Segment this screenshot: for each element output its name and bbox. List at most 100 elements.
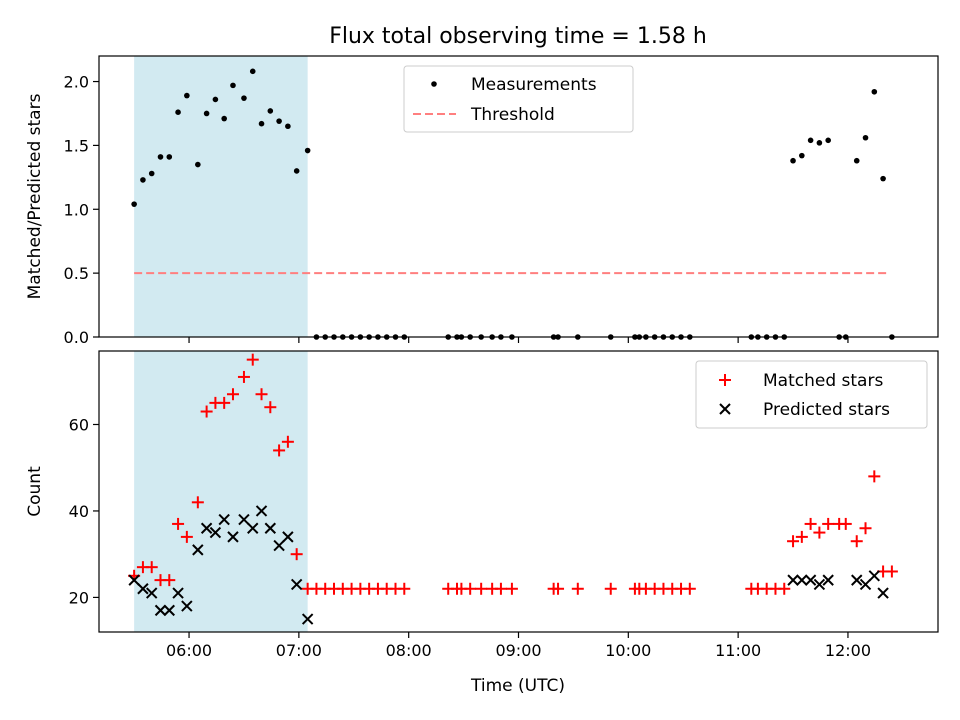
bottom-x-ticks: 06:00 07:00 08:00 09:00 10:00 11:00 12:00 — [166, 632, 871, 660]
bottom-y-axis-label: Count — [25, 466, 45, 517]
y-tick-label: 0.0 — [64, 328, 89, 347]
matched-star-point — [290, 548, 303, 561]
matched-star-point — [868, 470, 881, 483]
observing-span-shade-bottom — [134, 351, 308, 632]
measurement-point — [241, 95, 247, 101]
predicted-star-point — [859, 578, 872, 591]
predicted-star-point — [264, 522, 277, 534]
y-tick-label: 60 — [69, 415, 89, 434]
bottom-legend-box — [695, 360, 928, 429]
predicted-star-point — [200, 522, 213, 534]
matched-star-point — [822, 517, 835, 530]
x-tick-label: 12:00 — [825, 641, 871, 660]
matched-star-point — [778, 582, 791, 595]
matched-star-point — [163, 574, 176, 587]
measurement-point — [276, 118, 282, 124]
predicted-star-point — [290, 578, 303, 591]
x-axis-label: Time (UTC) — [470, 676, 565, 696]
predicted-star-point — [851, 574, 863, 586]
predicted-star-point — [877, 587, 889, 599]
predicted-star-point — [137, 583, 149, 595]
x-tick-label: 10:00 — [605, 641, 651, 660]
predicted-star-point — [804, 574, 817, 586]
x-tick-label: 06:00 — [166, 641, 212, 660]
matched-star-point — [494, 582, 507, 595]
bottom-panel: 20 40 60 06:00 07:00 08:00 09:00 10:00 11:00 12:… — [25, 350, 939, 696]
measurement-point — [166, 154, 173, 160]
legend-predicted-marker — [719, 403, 731, 415]
x-tick-label: 08:00 — [386, 641, 432, 660]
measurement-point — [293, 168, 300, 174]
measurement-point — [790, 157, 796, 164]
matched-star-point — [813, 526, 826, 539]
measurement-point — [825, 137, 831, 144]
matched-star-point — [237, 370, 250, 383]
y-tick-label: 0.5 — [64, 264, 89, 283]
matched-star-point — [683, 582, 696, 595]
legend-measurements-marker — [431, 81, 437, 87]
measurement-point — [230, 82, 236, 89]
x-tick-label: 11:00 — [715, 641, 761, 660]
matched-star-point — [475, 582, 488, 595]
observing-span-shade-top — [134, 56, 308, 337]
predicted-star-point — [787, 574, 799, 586]
y-tick-label: 1.5 — [64, 136, 89, 155]
x-tick-label: 09:00 — [495, 641, 541, 660]
matched-star-point — [281, 435, 294, 448]
measurement-point — [157, 154, 164, 160]
matched-star-point — [552, 582, 565, 595]
matched-star-point — [604, 582, 617, 595]
measurement-point — [131, 201, 137, 207]
matched-star-point — [850, 535, 863, 548]
y-tick-label: 2.0 — [64, 73, 89, 92]
legend-predicted-label: Predicted stars — [763, 400, 890, 420]
predicted-star-point — [255, 505, 268, 517]
matched-star-point — [273, 444, 286, 457]
measurement-point — [267, 108, 274, 114]
measurement-point — [862, 134, 869, 141]
top-panel: 0.00.51.01.52.0 Matched/Predicted stars … — [25, 55, 939, 347]
matched-star-point — [145, 561, 158, 574]
matched-star-point — [804, 517, 817, 530]
measurement-point — [212, 96, 219, 103]
measurement-point — [799, 152, 805, 159]
top-y-ticks: 0.0 0.5 1.0 1.5 2.0 — [64, 73, 99, 347]
measurement-point — [871, 88, 878, 95]
matched-star-point — [255, 388, 268, 401]
predicted-star-point — [822, 574, 834, 586]
predicted-star-point — [209, 526, 222, 539]
measurement-point — [258, 120, 265, 127]
top-y-axis-label: Matched/Predicted stars — [25, 93, 45, 299]
measurement-point — [140, 177, 146, 183]
predicted-star-point — [192, 544, 204, 556]
predicted-star-point — [154, 604, 167, 617]
predicted-star-point — [868, 570, 881, 582]
predicted-star-point — [146, 587, 158, 599]
measurement-point — [304, 147, 311, 154]
matched-star-point — [191, 496, 204, 509]
matched-star-point — [571, 582, 584, 595]
legend-threshold-label: Threshold — [470, 105, 555, 125]
matched-star-point — [839, 517, 852, 530]
legend-matched-marker — [719, 374, 731, 386]
y-tick-label: 1.0 — [64, 200, 89, 219]
top-x-ticks — [188, 337, 849, 343]
matched-star-point — [795, 530, 808, 543]
measurement-point — [195, 161, 201, 168]
predicted-star-point — [227, 531, 239, 543]
measurement-point — [853, 157, 860, 164]
predicted-star-point — [282, 531, 294, 543]
matched-star-point — [218, 396, 231, 409]
matched-star-point — [398, 582, 411, 595]
matched-star-point — [226, 388, 239, 401]
y-tick-label: 40 — [69, 502, 89, 521]
predicted-star-point — [128, 574, 140, 586]
bottom-plot-area — [128, 353, 898, 625]
measurement-point — [175, 109, 181, 115]
measurement-point — [807, 137, 814, 144]
measurement-point — [148, 170, 155, 177]
predicted-star-point — [247, 522, 259, 534]
predicted-star-point — [796, 574, 808, 586]
measurement-point — [221, 115, 227, 122]
